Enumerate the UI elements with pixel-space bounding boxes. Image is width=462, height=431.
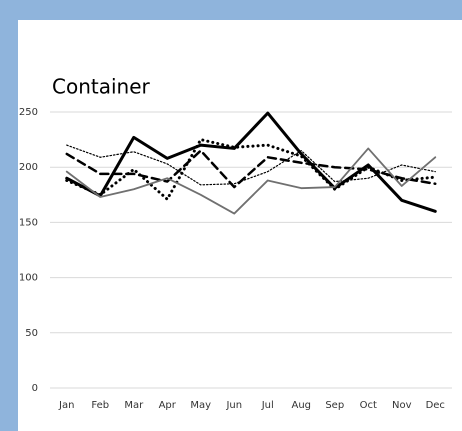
- x-tick-label: Feb: [91, 400, 109, 411]
- x-tick-label: Aug: [291, 400, 311, 411]
- line: [65, 147, 437, 215]
- y-tick-label: 0: [32, 383, 38, 394]
- x-tick-label: Dec: [426, 400, 445, 411]
- x-tick-label: Jul: [261, 400, 274, 411]
- y-tick-label: 150: [19, 217, 38, 228]
- y-tick-label: 100: [19, 273, 38, 284]
- x-tick-label: Sep: [325, 400, 344, 411]
- panel: [18, 20, 462, 431]
- chart-title: Container: [52, 75, 151, 99]
- line: [66, 144, 436, 186]
- x-tick-label: Mar: [124, 400, 144, 411]
- x-tick-label: Jun: [225, 400, 242, 411]
- y-tick-label: 200: [19, 162, 38, 173]
- x-tick-label: Oct: [360, 400, 377, 411]
- line: [65, 138, 437, 201]
- x-tick-label: Jan: [58, 400, 74, 411]
- y-tick-label: 50: [25, 328, 38, 339]
- x-tick-label: Nov: [392, 400, 412, 411]
- x-tick-label: Apr: [159, 400, 177, 411]
- x-tick-label: May: [190, 400, 211, 411]
- y-tick-label: 250: [19, 107, 38, 118]
